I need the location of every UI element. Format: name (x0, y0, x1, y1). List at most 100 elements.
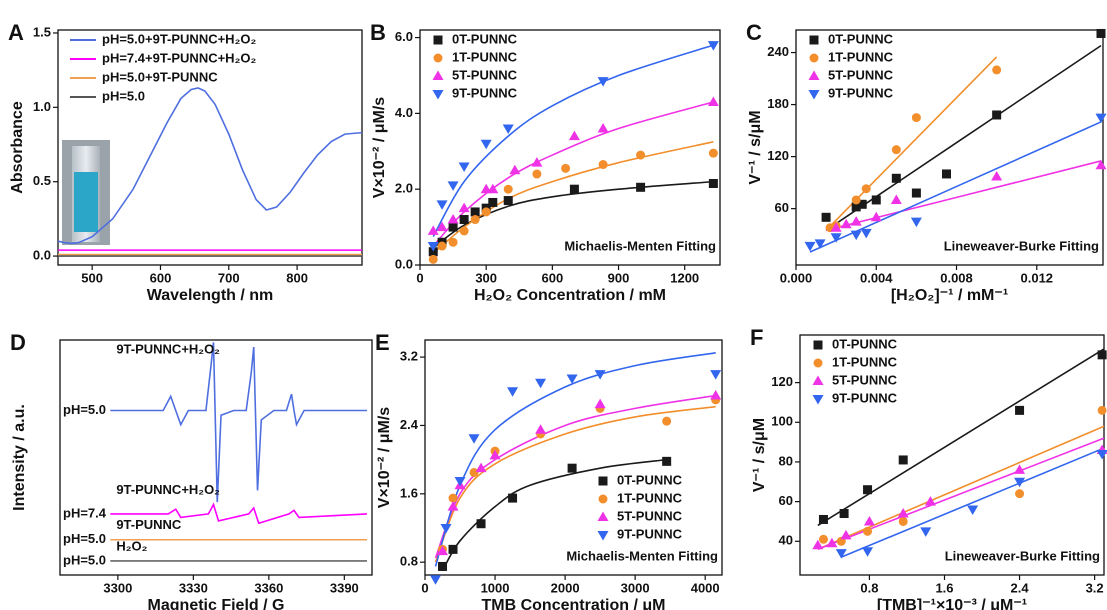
x-axis-label: H₂O₂ Concentration / mM (474, 287, 666, 304)
marker (818, 534, 828, 544)
legend-swatch (808, 90, 820, 100)
y-tick-label: 180 (767, 96, 789, 111)
marker (487, 183, 499, 194)
marker (569, 184, 579, 194)
legend-label: 9T-PUNNC (617, 526, 683, 541)
marker (818, 514, 828, 524)
legend-label: pH=5.0+9T-PUNNC (102, 69, 218, 84)
plot-frame (419, 29, 721, 266)
legend-label: 1T-PUNNC (452, 49, 518, 64)
marker (863, 485, 873, 495)
legend-swatch (597, 531, 609, 541)
marker (509, 164, 521, 175)
marker (594, 398, 606, 409)
x-axis-label: Magnetic Field / G (148, 597, 285, 610)
marker (707, 41, 719, 51)
y-tick-label: 60 (779, 493, 793, 508)
marker (459, 215, 469, 225)
fit-line (825, 160, 1102, 232)
marker (427, 242, 439, 252)
marker (489, 449, 501, 460)
marker (830, 233, 842, 243)
y-tick-label: 0.0 (395, 256, 413, 271)
marker (447, 181, 459, 191)
marker (470, 215, 480, 225)
marker (891, 145, 901, 155)
legend-label: pH=5.0+9T-PUNNC+H₂O₂ (102, 31, 256, 46)
marker (707, 96, 719, 107)
x-tick-label: 1.6 (935, 580, 953, 595)
x-tick-label: 3360 (254, 580, 283, 595)
y-tick-label: 240 (767, 44, 789, 59)
legend-swatch (598, 494, 608, 504)
marker (532, 169, 542, 179)
trace-condition: pH=7.4 (63, 505, 107, 520)
marker (826, 537, 838, 548)
marker (850, 216, 862, 226)
marker (597, 77, 609, 87)
x-tick-label: 600 (542, 270, 564, 285)
marker (447, 214, 459, 224)
marker (862, 547, 874, 557)
marker (821, 212, 831, 222)
legend-swatch (809, 35, 819, 45)
marker (992, 110, 1002, 120)
y-tick-label: 3.2 (400, 349, 418, 364)
marker (1097, 405, 1107, 415)
legend-label: 1T-PUNNC (828, 49, 894, 64)
panel-label: C (746, 20, 762, 45)
marker (992, 65, 1002, 75)
marker (863, 526, 873, 536)
marker (804, 241, 816, 252)
y-tick-label: 60 (775, 200, 789, 215)
marker (812, 539, 824, 550)
marker (481, 207, 491, 217)
x-tick-label: 2000 (551, 580, 580, 595)
x-tick-label: 600 (150, 270, 172, 285)
x-tick-label: 1000 (481, 580, 510, 595)
marker (428, 254, 438, 264)
y-tick-label: 4.0 (395, 105, 413, 120)
trace-label: 9T-PUNNC (116, 517, 182, 532)
marker (437, 545, 449, 556)
marker (458, 202, 470, 213)
marker (1014, 477, 1026, 488)
legend-label: 5T-PUNNC (828, 67, 894, 82)
marker (503, 184, 513, 194)
legend-label: 0T-PUNNC (828, 31, 894, 46)
x-tick-label: 2.4 (1011, 580, 1030, 595)
plot-frame (59, 339, 373, 576)
marker (897, 508, 909, 518)
x-tick-label: 3000 (621, 580, 650, 595)
marker (437, 241, 447, 251)
y-tick-label: 1.0 (33, 99, 51, 114)
legend-label: 0T-PUNNC (617, 472, 683, 487)
panel-label: E (375, 330, 390, 355)
y-tick-label: 2.0 (395, 181, 413, 196)
panel-label: F (750, 325, 763, 350)
plot-frame (795, 29, 1104, 266)
y-tick-label: 2.4 (400, 417, 419, 432)
y-axis-label: Intensity / a.u. (11, 404, 28, 511)
marker (863, 515, 875, 526)
cuvette-photo (62, 140, 110, 245)
plot-frame (424, 339, 723, 576)
x-tick-label: 900 (608, 270, 630, 285)
legend-swatch (812, 395, 824, 405)
x-tick-label: 0.008 (940, 270, 973, 285)
marker (898, 516, 908, 526)
marker (840, 218, 852, 229)
legend-swatch (812, 375, 824, 385)
plot-frame (57, 29, 363, 266)
x-tick-label: 3.2 (1086, 580, 1104, 595)
marker (436, 221, 448, 232)
legend-label: pH=7.4+9T-PUNNC+H₂O₂ (102, 50, 256, 65)
legend-swatch (433, 35, 443, 45)
legend-swatch (598, 476, 608, 486)
marker (910, 217, 922, 228)
marker (1095, 159, 1107, 170)
annotation: Lineweaver-Burke Fitting (945, 548, 1100, 563)
series-line (110, 342, 367, 503)
marker (427, 225, 439, 235)
marker (508, 493, 518, 503)
